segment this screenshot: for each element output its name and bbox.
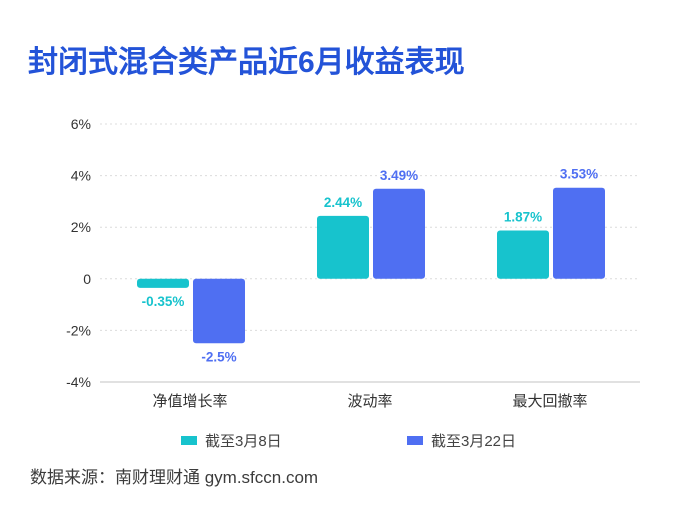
data-label: -2.5% [201,349,236,364]
legend-label: 截至3月22日 [431,433,516,450]
legend-item: 截至3月22日 [407,433,516,450]
data-label: 1.87% [504,210,542,225]
data-source-note: 数据来源：南财理财通 gym.sfccn.com [30,468,319,487]
legend-label: 截至3月8日 [205,433,282,450]
bar-mar8-1 [317,215,369,279]
legend-swatch [407,436,423,445]
y-tick-label: 2% [71,219,91,235]
bar-mar22-2 [553,187,605,279]
y-tick-label: -2% [66,322,91,338]
bar-mar22-0 [193,278,245,344]
data-label: 3.53% [560,167,598,182]
category-label: 最大回撤率 [512,393,587,410]
bar-mar22-1 [373,188,425,279]
bar-mar8-2 [497,230,549,279]
legend-item: 截至3月8日 [181,433,282,450]
data-label: -0.35% [142,294,185,309]
category-label: 波动率 [347,393,392,410]
y-tick-label: 6% [71,116,91,132]
data-label: 2.44% [324,195,362,210]
y-tick-label: 4% [71,168,91,184]
y-tick-label: -4% [66,374,91,390]
bar-mar8-0 [137,278,189,288]
category-label: 净值增长率 [152,393,227,410]
data-label: 3.49% [380,168,418,183]
chart-title: 封闭式混合类产品近6月收益表现 [28,46,465,79]
legend-swatch [181,436,197,445]
y-tick-label: 0 [83,271,91,287]
